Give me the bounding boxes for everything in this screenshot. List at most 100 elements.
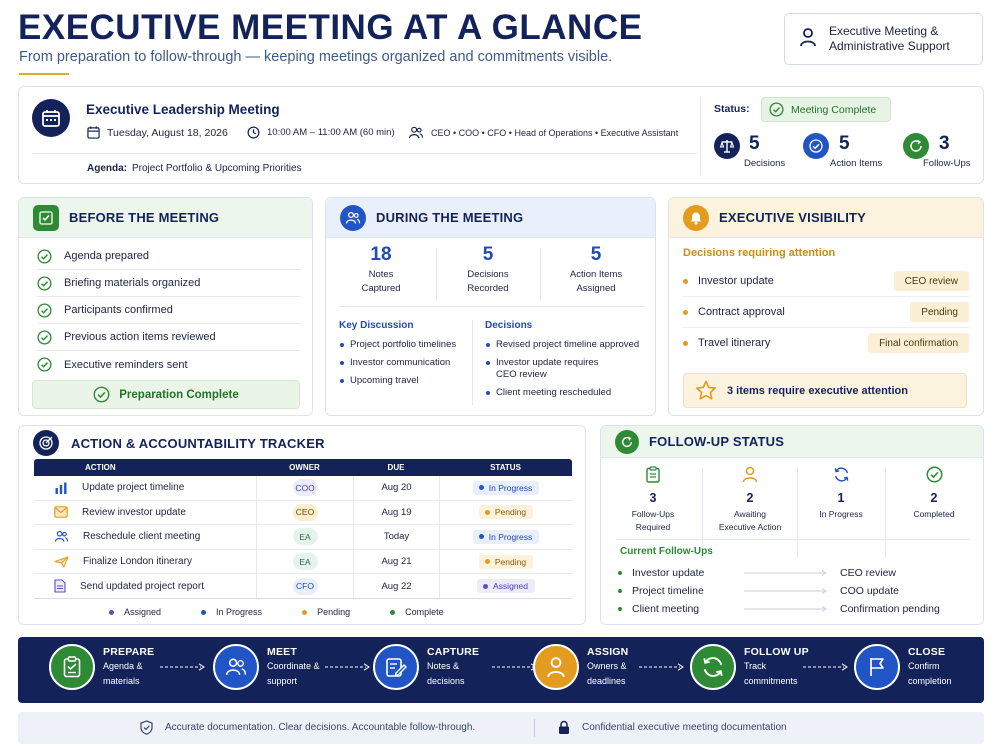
checklist-item: Previous action items reviewed (37, 324, 301, 351)
document-icon (54, 579, 66, 593)
bullet-dot (618, 607, 622, 611)
stat-divider (540, 248, 541, 300)
action-tracker-title: ACTION & ACCOUNTABILITY TRACKER (71, 435, 325, 451)
person-icon (742, 466, 758, 483)
action-table: ACTION OWNER DUE STATUS Update project t… (34, 459, 572, 599)
before-meeting-header: BEFORE THE MEETING (19, 198, 312, 238)
executive-visibility-header: EXECUTIVE VISIBILITY (669, 198, 983, 238)
lock-icon (559, 720, 569, 734)
follow-up-title: FOLLOW-UP STATUS (649, 434, 785, 449)
step-title: FOLLOW UP (744, 645, 809, 658)
status-legend: Assigned In Progress Pending Complete (109, 607, 444, 617)
status-label: Status: (714, 103, 750, 115)
attention-item-label: Travel itinerary (698, 337, 771, 349)
during-meeting-card: DURING THE MEETING 18 Notes Captured 5 D… (325, 197, 656, 416)
decisions-stat: 5 Decisions Recorded (436, 244, 540, 296)
executive-visibility-title: EXECUTIVE VISIBILITY (719, 210, 867, 225)
preparation-complete-label: Preparation Complete (119, 388, 239, 401)
column-header-owner: OWNER (289, 463, 320, 472)
checklist-item-label: Previous action items reviewed (64, 331, 216, 343)
summary-vertical-divider (700, 97, 701, 175)
action-label: Review investor update (82, 506, 186, 518)
action-items-count: 5 (839, 133, 850, 154)
shield-icon (140, 720, 153, 735)
scales-icon (714, 133, 740, 159)
check-badge-icon (803, 133, 829, 159)
support-badge: Executive Meeting & Administrative Suppo… (784, 13, 983, 65)
status-text: Pending (494, 556, 527, 567)
table-row[interactable]: Finalize London itinerary EA Aug 21 Pend… (34, 549, 572, 575)
attention-status-pill: CEO review (893, 271, 969, 291)
list-item: Upcoming travel (340, 375, 478, 387)
bullet-dot (618, 571, 622, 575)
decisions-count: 5 (749, 133, 760, 154)
step-line: Confirm (908, 660, 940, 671)
stat-divider (702, 468, 703, 558)
key-discussion-list: Project portfolio timelines Investor com… (340, 339, 478, 393)
follow-up-count: 3 (649, 491, 657, 505)
bullet-dot (683, 278, 688, 284)
column-header-action: ACTION (85, 463, 116, 472)
status-dot (483, 583, 489, 589)
status-pill: Pending (478, 505, 534, 520)
checklist-icon (33, 204, 59, 231)
attention-item-label: Contract approval (698, 306, 785, 318)
step-line: completion (908, 675, 952, 686)
step-line: Notes & (427, 660, 460, 671)
follow-up-stat-label: Follow-Ups Required (632, 508, 675, 534)
meeting-name: Executive Leadership Meeting (86, 102, 280, 117)
flag-icon (854, 644, 900, 690)
row-divider (683, 296, 969, 297)
summary-divider (33, 153, 697, 154)
attendees-icon (408, 126, 424, 139)
bullet-dot (683, 340, 688, 346)
stat-label: In Progress (819, 509, 863, 519)
stat-label: Awaiting (734, 509, 766, 519)
status-dot (484, 559, 490, 565)
support-line: Administrative Support (829, 39, 950, 53)
status-text: Assigned (493, 581, 528, 592)
footer-left: Accurate documentation. Clear decisions.… (140, 720, 475, 735)
table-row[interactable]: Update project timeline COO Aug 20 In Pr… (34, 476, 572, 501)
footer-right: Confidential executive meeting documenta… (558, 720, 787, 735)
step-line: deadlines (587, 675, 626, 686)
bullet-dot (683, 309, 688, 315)
attention-status-pill: Final confirmation (868, 333, 969, 353)
step-title: MEET (267, 645, 297, 658)
legend-dot (302, 609, 308, 615)
check-circle-icon (37, 357, 52, 372)
current-follow-ups-title: Current Follow-Ups (620, 546, 713, 557)
stat-label: Notes (368, 269, 394, 280)
refresh-icon (690, 644, 736, 690)
dashed-arrow-icon (325, 663, 370, 671)
footer: Accurate documentation. Clear decisions.… (18, 712, 984, 744)
action-label: Finalize London itinerary (83, 556, 192, 568)
table-row[interactable]: Review investor update CEO Aug 19 Pendin… (34, 500, 572, 526)
awaiting-action-stat: 2 Awaiting Executive Action (703, 466, 797, 562)
during-divider (339, 306, 644, 307)
column-header-due: DUE (387, 463, 405, 472)
checklist-item: Briefing materials organized (37, 270, 301, 297)
stat-divider (885, 468, 886, 558)
follow-up-label: Project timeline (632, 585, 704, 597)
check-circle-icon (37, 248, 52, 264)
legend-item-pending: Pending (302, 607, 350, 617)
check-circle-icon (37, 275, 52, 291)
follow-up-divider (616, 539, 970, 540)
step-close: CLOSE Confirm completion (854, 644, 952, 690)
people-icon (340, 204, 366, 231)
follow-up-count: 1 (837, 491, 845, 505)
follow-up-count: 2 (930, 491, 938, 505)
attention-item: Travel itinerary Final confirmation (683, 333, 969, 353)
check-circle-icon (926, 466, 942, 483)
sync-icon (834, 467, 848, 482)
follow-up-item: Project timeline COO update (618, 582, 968, 600)
clipboard-icon (646, 466, 660, 483)
table-row[interactable]: Send updated project report CFO Aug 22 A… (34, 574, 572, 599)
table-row[interactable]: Reschedule client meeting EA Today In Pr… (34, 525, 572, 550)
checklist-item: Participants confirmed (37, 297, 301, 324)
step-line: Agenda & (103, 660, 143, 671)
action-label: Send updated project report (80, 580, 204, 592)
mail-icon (54, 506, 68, 519)
support-label: Executive Meeting & Administrative Suppo… (829, 24, 950, 54)
